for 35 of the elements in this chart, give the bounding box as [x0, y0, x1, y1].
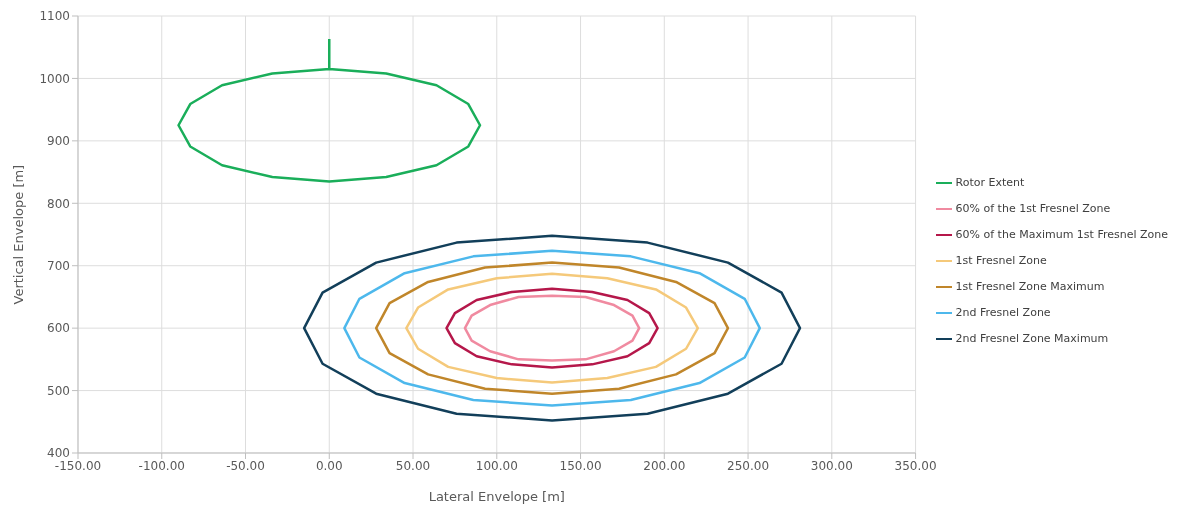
- legend-label: 1st Fresnel Zone: [955, 253, 1047, 267]
- y-tick-label: 1000: [39, 71, 70, 86]
- x-tick-label: 300.00: [810, 458, 853, 473]
- y-tick-label: 400: [47, 446, 70, 461]
- y-tick-label: 700: [47, 258, 70, 273]
- legend-label: 60% of the 1st Fresnel Zone: [955, 201, 1111, 215]
- line-series: [463, 294, 641, 362]
- y-tick-label: 500: [47, 383, 70, 398]
- legend-label: 2nd Fresnel Zone Maximum: [955, 331, 1109, 345]
- x-tick-label: 50.00: [395, 458, 431, 473]
- line-series: [302, 234, 802, 422]
- line-series: [445, 287, 659, 369]
- x-tick-label: 250.00: [727, 458, 770, 473]
- x-tick-label: 100.00: [475, 458, 518, 473]
- x-axis-title: Lateral Envelope [m]: [428, 489, 565, 504]
- legend-label: Rotor Extent: [955, 175, 1025, 189]
- y-tick-label: 900: [47, 134, 70, 149]
- y-tick-label: 600: [47, 321, 70, 336]
- y-tick-label: 1100: [39, 9, 70, 24]
- legend-label: 1st Fresnel Zone Maximum: [955, 279, 1105, 293]
- line-series: [405, 272, 700, 384]
- y-tick-label: 800: [47, 196, 70, 211]
- x-tick-label: 0.00: [315, 458, 343, 473]
- x-tick-label: -150.00: [54, 458, 102, 473]
- x-tick-label: 150.00: [559, 458, 602, 473]
- x-tick-label: 350.00: [894, 458, 937, 473]
- legend-label: 60% of the Maximum 1st Fresnel Zone: [955, 227, 1168, 241]
- x-tick-label: 200.00: [643, 458, 686, 473]
- line-series: [374, 261, 730, 395]
- line-series: [343, 249, 762, 407]
- legend-label: 2nd Fresnel Zone: [955, 305, 1051, 319]
- line-series: [177, 37, 482, 183]
- y-axis-title: Vertical Envelope [m]: [10, 164, 26, 305]
- x-tick-label: -100.00: [138, 458, 185, 473]
- x-tick-label: -50.00: [226, 458, 265, 473]
